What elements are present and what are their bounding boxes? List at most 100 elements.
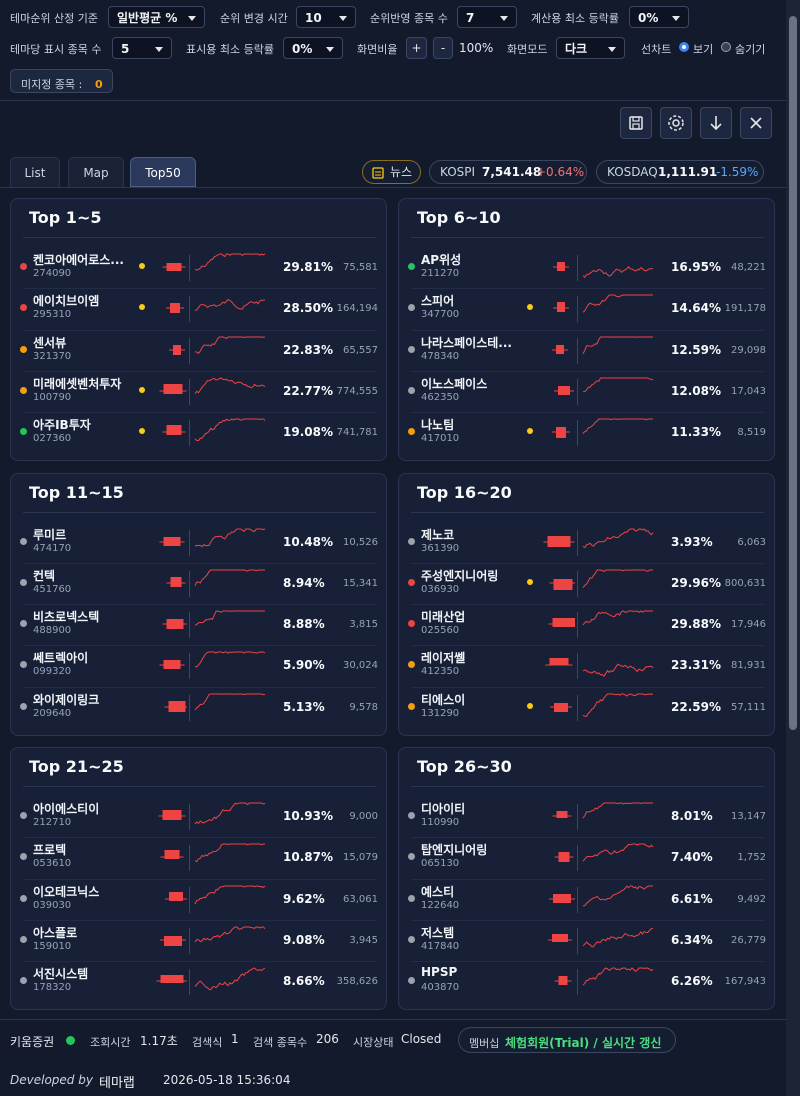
theme-panel[interactable]: Top 21~25 아이에스티이 212710 10.93% 9,000 프로텍 05361… bbox=[10, 747, 387, 1010]
stock-row[interactable]: 미래산업 025560 29.88% 17,946 bbox=[399, 604, 774, 646]
volume: 63,061 bbox=[343, 893, 378, 905]
stock-row[interactable]: 디아이티 110990 8.01% 13,147 bbox=[399, 798, 774, 838]
theme-panel[interactable]: Top 26~30 디아이티 110990 8.01% 13,147 탑엔지니어링 0651… bbox=[398, 747, 775, 1010]
stock-row[interactable]: 미래에셋벤처투자 100790 22.77% 774,555 bbox=[11, 370, 386, 413]
tab[interactable]: Map bbox=[68, 157, 124, 187]
change-pct: 8.94% bbox=[283, 575, 325, 590]
row-divider bbox=[23, 288, 376, 290]
change-pct: 19.08% bbox=[283, 425, 333, 440]
candle bbox=[553, 302, 569, 313]
theme-panel[interactable]: Top 1~5 켄코아에어로스... 274090 29.81% 75,581 에이치브이… bbox=[10, 198, 387, 461]
marker-dot bbox=[139, 263, 145, 269]
candle bbox=[550, 702, 572, 712]
stock-row[interactable]: 센서뷰 321370 22.83% 65,557 bbox=[11, 329, 386, 372]
vsep bbox=[577, 378, 578, 405]
candle bbox=[549, 578, 575, 590]
stock-row[interactable]: 이오테크닉스 039030 9.62% 63,061 bbox=[11, 878, 386, 921]
tab[interactable]: Top50 bbox=[130, 157, 196, 187]
status-dot bbox=[408, 537, 415, 545]
stock-row[interactable]: 탑엔지니어링 065130 7.40% 1,752 bbox=[399, 837, 774, 879]
select[interactable]: 0% bbox=[629, 6, 689, 28]
select[interactable]: 5 bbox=[112, 37, 172, 59]
radio[interactable] bbox=[679, 42, 689, 52]
sparkline bbox=[582, 885, 653, 906]
stock-row[interactable]: 쎄트렉아이 099320 5.90% 30,024 bbox=[11, 645, 386, 687]
stock-row[interactable]: 이노스페이스 462350 12.08% 17,043 bbox=[399, 370, 774, 413]
theme-panel[interactable]: Top 6~10 AP위성 211270 16.95% 48,221 스피어 347700 1… bbox=[398, 198, 775, 461]
scrollbar-thumb[interactable] bbox=[789, 16, 797, 730]
stock-row[interactable]: 제노코 361390 3.93% 6,063 bbox=[399, 524, 774, 564]
vsep bbox=[577, 653, 578, 680]
icon-button[interactable] bbox=[740, 107, 772, 139]
vsep bbox=[189, 845, 190, 872]
select[interactable]: 7 bbox=[457, 6, 517, 28]
volume: 9,578 bbox=[349, 701, 378, 713]
stock-row[interactable]: 나노팀 417010 11.33% 8,519 bbox=[399, 412, 774, 454]
select[interactable]: 다크 bbox=[556, 37, 625, 59]
stock-row[interactable]: 레이저쎌 412350 23.31% 81,931 bbox=[399, 645, 774, 687]
stock-row[interactable]: 켄코아에어로스... 274090 29.81% 75,581 bbox=[11, 249, 386, 289]
stock-row[interactable]: 주성엔지니어링 036930 29.96% 800,631 bbox=[399, 562, 774, 605]
stock-row[interactable]: 나라스페이스테... 478340 12.59% 29,098 bbox=[399, 329, 774, 372]
select[interactable]: 0% bbox=[283, 37, 343, 59]
stock-row[interactable]: 아주IB투자 027360 19.08% 741,781 bbox=[11, 412, 386, 454]
row-divider bbox=[411, 686, 764, 688]
stock-row[interactable]: 스피어 347700 14.64% 191,178 bbox=[399, 288, 774, 330]
vsep bbox=[189, 529, 190, 556]
volume: 1,752 bbox=[737, 852, 766, 864]
stock-code: 065130 bbox=[421, 858, 460, 870]
volume: 191,178 bbox=[724, 303, 766, 315]
icon-button[interactable] bbox=[700, 107, 732, 139]
stock-row[interactable]: 저스템 417840 6.34% 26,779 bbox=[399, 919, 774, 962]
stock-row[interactable]: 컨텍 451760 8.94% 15,341 bbox=[11, 562, 386, 605]
select[interactable]: 일반평균 % bbox=[108, 6, 205, 28]
vsep bbox=[577, 886, 578, 913]
stock-row[interactable]: 루미르 474170 10.48% 10,526 bbox=[11, 524, 386, 564]
stock-name: 제노코 bbox=[421, 527, 455, 542]
stock-row[interactable]: AP위성 211270 16.95% 48,221 bbox=[399, 249, 774, 289]
vsep bbox=[189, 804, 190, 830]
change-pct: 23.31% bbox=[671, 658, 721, 673]
volume: 17,946 bbox=[731, 619, 766, 631]
stock-row[interactable]: 티에스이 131290 22.59% 57,111 bbox=[399, 686, 774, 729]
stock-row[interactable]: HPSP 403870 6.26% 167,943 bbox=[399, 961, 774, 1003]
status-dot bbox=[408, 661, 415, 669]
stock-row[interactable]: 비츠로넥스텍 488900 8.88% 3,815 bbox=[11, 604, 386, 646]
change-pct: 10.48% bbox=[283, 534, 333, 549]
zoom-plus[interactable]: + bbox=[406, 37, 427, 59]
theme-panel[interactable]: Top 11~15 루미르 474170 10.48% 10,526 컨텍 451760 8.… bbox=[10, 472, 387, 736]
vsep bbox=[577, 529, 578, 556]
radio[interactable] bbox=[721, 42, 731, 52]
unassigned-count: 0 bbox=[95, 78, 103, 91]
change-pct: 7.40% bbox=[671, 850, 713, 865]
radio-label: 보기 bbox=[693, 43, 714, 56]
stock-row[interactable]: 에이치브이엠 295310 28.50% 164,194 bbox=[11, 288, 386, 330]
row-divider bbox=[23, 604, 376, 606]
stock-code: 039030 bbox=[33, 899, 72, 911]
stat-value: 206 bbox=[316, 1032, 339, 1046]
theme-panel[interactable]: Top 16~20 제노코 361390 3.93% 6,063 주성엔지니어링 03693… bbox=[398, 472, 775, 736]
sparkline bbox=[194, 377, 266, 395]
stock-row[interactable]: 서진시스템 178320 8.66% 358,626 bbox=[11, 961, 386, 1003]
status-dot bbox=[408, 812, 415, 819]
panel-title: Top 16~20 bbox=[417, 482, 512, 502]
marker-dot bbox=[527, 578, 533, 585]
stock-row[interactable]: 프로텍 053610 10.87% 15,079 bbox=[11, 837, 386, 879]
tab[interactable]: List bbox=[10, 157, 60, 187]
stock-name: 스피어 bbox=[421, 294, 455, 309]
vsep bbox=[577, 804, 578, 830]
icon-button[interactable] bbox=[620, 107, 652, 139]
stock-row[interactable]: 예스티 122640 6.61% 9,492 bbox=[399, 878, 774, 921]
stock-row[interactable]: 아이에스티이 212710 10.93% 9,000 bbox=[11, 798, 386, 838]
stock-name: 이오테크닉스 bbox=[33, 884, 100, 899]
news-button[interactable]: 뉴스 bbox=[362, 160, 421, 184]
marker-dot bbox=[139, 386, 145, 393]
select[interactable]: 10 bbox=[296, 6, 356, 28]
stock-row[interactable]: 와이제이링크 209640 5.13% 9,578 bbox=[11, 686, 386, 729]
zoom-minus[interactable]: - bbox=[433, 37, 453, 59]
sparkline bbox=[582, 843, 654, 862]
row-divider bbox=[411, 645, 764, 647]
status-dot bbox=[20, 853, 27, 861]
icon-button[interactable] bbox=[660, 107, 692, 139]
stock-row[interactable]: 아스플로 159010 9.08% 3,945 bbox=[11, 919, 386, 962]
